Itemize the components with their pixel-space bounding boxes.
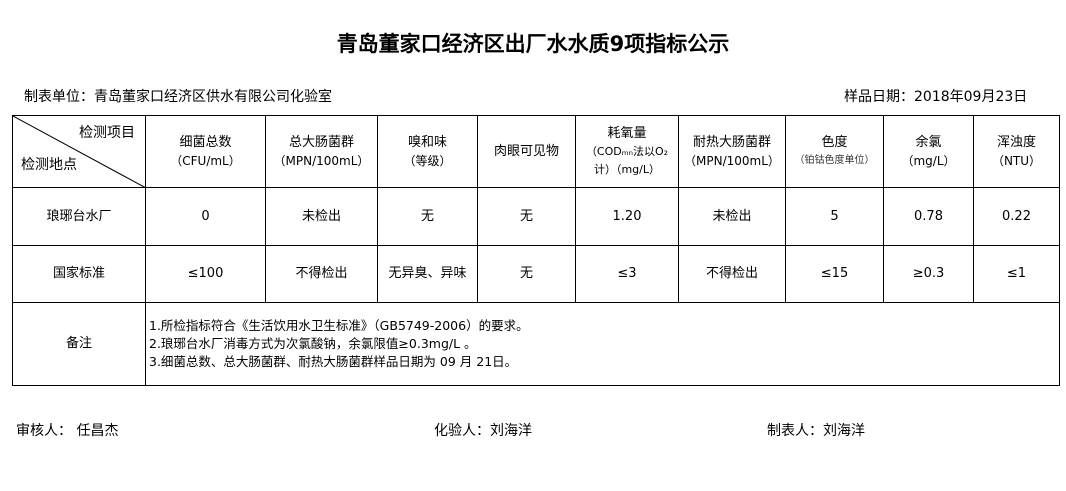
table-cell: ≤15 bbox=[785, 245, 884, 303]
table-cell: ≤1 bbox=[973, 245, 1060, 303]
table-cell: 5 bbox=[785, 187, 884, 246]
table-row: 琅琊台水厂 0 未检出无无 1.20 未检出 5 0.78 0.22 bbox=[12, 187, 1060, 246]
cell-text: （等级） bbox=[403, 153, 452, 168]
cell-text: （MPN/100mL） bbox=[273, 153, 370, 168]
corner-bottom: 检测地点 bbox=[21, 157, 77, 173]
table-cell: 不得检出 bbox=[265, 245, 378, 303]
cell-text: 余氯 bbox=[915, 134, 942, 150]
table-cell: ≤100 bbox=[145, 245, 266, 303]
table-cell: 0.22 bbox=[973, 187, 1060, 246]
corner-top: 检测项目 bbox=[79, 125, 135, 141]
sample-date: 样品日期：2018年09月23日 bbox=[844, 89, 1028, 105]
header-cell: 色度 （铂钴色度单位） bbox=[785, 115, 884, 188]
water-quality-table: 检测项目 检测地点 细菌总数 （CFU/mL） 总大肠菌群 （MPN/100mL） … bbox=[12, 115, 1060, 386]
tester: 化验人：刘海洋 bbox=[434, 423, 532, 439]
remarks-content: 1.所检指标符合《生活饮用水卫生标准》（GB5749-2006）的要求。 2.琅琊… bbox=[145, 302, 1060, 386]
table-cell: 1.20 bbox=[575, 187, 679, 246]
page-title: 青岛董家口经济区出厂水水质9项指标公示 bbox=[336, 32, 730, 56]
table-cell: 无 bbox=[477, 245, 576, 303]
cell-text: 浑浊度 bbox=[996, 134, 1036, 150]
cell-text: （mg/L） bbox=[901, 153, 956, 168]
table-cell: ≤3 bbox=[575, 245, 679, 303]
table-row: 国家标准 ≤100 不得检出 无异臭、异味无 ≤3 不得检出 ≤15 ≥0.3 ≤1 bbox=[12, 245, 1060, 303]
table-cell: 无 bbox=[477, 187, 576, 246]
cell-text: （MPN/100mL） bbox=[684, 153, 780, 168]
header-cell: 肉眼可见物 bbox=[477, 115, 576, 188]
reviewer: 审核人： 任昌杰 bbox=[16, 423, 119, 439]
header-cell: 嗅和味 （等级） bbox=[377, 115, 478, 188]
corner-header: 检测项目 检测地点 bbox=[12, 115, 146, 188]
cell-text: 3.细菌总数、总大肠菌群、耐热大肠菌群样品日期为 09 月 21日。 bbox=[149, 354, 518, 369]
cell-text: 1.所检指标符合《生活饮用水卫生标准》（GB5749-2006）的要求。 bbox=[149, 318, 529, 333]
table-cell: 不得检出 bbox=[678, 245, 786, 303]
row-label: 国家标准 bbox=[12, 245, 146, 303]
header-cell: 耗氧量 （CODₘₙ法以O₂计）（mg/L） bbox=[575, 115, 679, 188]
cell-text: （铂钴色度单位） bbox=[794, 154, 875, 166]
prepared-by-unit: 制表单位：青岛董家口经济区供水有限公司化验室 bbox=[24, 89, 332, 105]
cell-text: （CODₘₙ法以O₂计）（mg/L） bbox=[585, 144, 669, 176]
table-cell: ≥0.3 bbox=[883, 245, 974, 303]
cell-text: 耐热大肠菌群 bbox=[692, 134, 771, 150]
cell-text: （CFU/mL） bbox=[170, 153, 241, 168]
cell-text: 总大肠菌群 bbox=[288, 134, 354, 150]
cell-text: 色度 bbox=[821, 134, 848, 150]
preparer: 制表人：刘海洋 bbox=[767, 423, 865, 439]
diagonal-line bbox=[13, 116, 146, 188]
cell-text: 肉眼可见物 bbox=[493, 143, 559, 159]
cell-text: （NTU） bbox=[991, 153, 1042, 168]
header-cell: 细菌总数 （CFU/mL） bbox=[145, 115, 266, 188]
header-cell: 浑浊度 （NTU） bbox=[973, 115, 1060, 188]
table-cell: 未检出 bbox=[678, 187, 786, 246]
row-label: 琅琊台水厂 bbox=[12, 187, 146, 246]
cell-text: 2.琅琊台水厂消毒方式为次氯酸钠，余氯限值≥0.3mg/L 。 bbox=[149, 336, 477, 351]
header-cell: 耐热大肠菌群 （MPN/100mL） bbox=[678, 115, 786, 188]
cell-text: 耗氧量 bbox=[607, 125, 647, 141]
header-cell: 总大肠菌群 （MPN/100mL） bbox=[265, 115, 378, 188]
cell-text: 细菌总数 bbox=[179, 134, 232, 150]
table-cell: 无 bbox=[377, 187, 478, 246]
table-cell: 0 bbox=[145, 187, 266, 246]
table-cell: 0.78 bbox=[883, 187, 974, 246]
cell-text: 嗅和味 bbox=[407, 134, 447, 150]
header-row: 检测项目 检测地点 细菌总数 （CFU/mL） 总大肠菌群 （MPN/100mL） … bbox=[12, 115, 1060, 188]
remarks-row: 备注 1.所检指标符合《生活饮用水卫生标准》（GB5749-2006）的要求。 2… bbox=[12, 302, 1060, 386]
header-cell: 余氯 （mg/L） bbox=[883, 115, 974, 188]
remarks-label: 备注 bbox=[12, 302, 146, 386]
table-cell: 未检出 bbox=[265, 187, 378, 246]
table-cell: 无异臭、异味 bbox=[377, 245, 478, 303]
